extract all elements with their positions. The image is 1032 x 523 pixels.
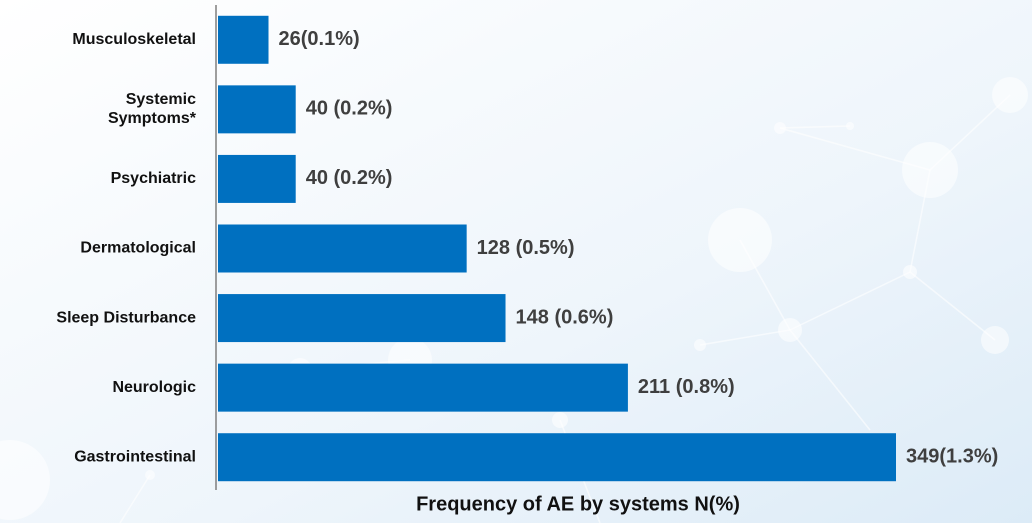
bar xyxy=(218,433,896,482)
bar xyxy=(218,363,628,412)
bar xyxy=(218,15,269,64)
data-label: 148 (0.6%) xyxy=(516,306,614,328)
bar xyxy=(218,294,506,343)
data-label: 349(1.3%) xyxy=(906,445,998,467)
y-tick-label: Psychiatric xyxy=(111,170,196,187)
data-label: 26(0.1%) xyxy=(279,28,360,50)
y-tick-label: Dermatological xyxy=(80,240,196,257)
y-tick-label: Systemic Symptoms* xyxy=(108,91,197,127)
data-label: 211 (0.8%) xyxy=(638,376,735,398)
data-label: 40 (0.2%) xyxy=(306,167,393,189)
bar xyxy=(218,85,296,134)
y-tick-label: Musculoskeletal xyxy=(72,31,196,48)
x-axis-label: Frequency of AE by systems N(%) xyxy=(416,493,740,515)
y-tick-label: Neurologic xyxy=(112,379,196,396)
data-label: 128 (0.5%) xyxy=(477,237,575,259)
bar xyxy=(218,154,296,203)
y-tick-label: Gastrointestinal xyxy=(74,448,196,465)
data-label: 40 (0.2%) xyxy=(306,98,393,120)
y-tick-label: Sleep Disturbance xyxy=(56,309,196,326)
bar xyxy=(218,224,467,273)
